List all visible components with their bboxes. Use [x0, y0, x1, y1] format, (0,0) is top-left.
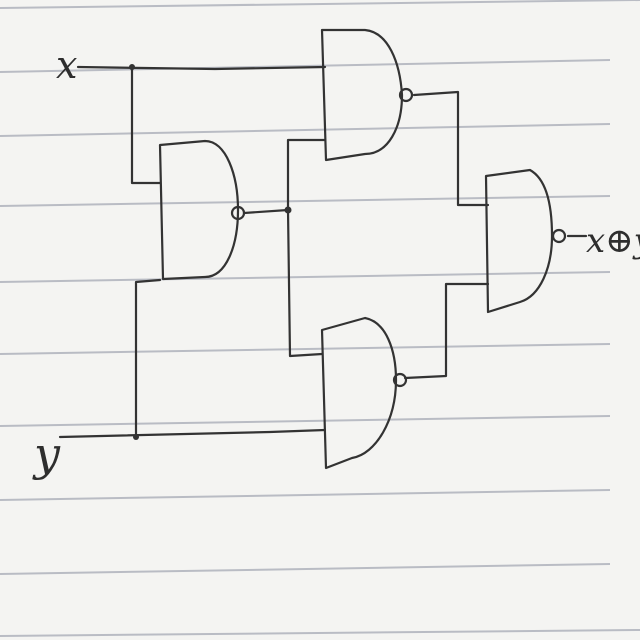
wire-nand2-output: [412, 90, 490, 207]
nand-gate-3: [320, 316, 408, 470]
nand-gate-4: [484, 168, 567, 314]
nand-gate-1-body: [158, 139, 240, 281]
rule-line: [0, 489, 611, 501]
wire-nand1-to-top: [286, 138, 327, 212]
nand-gate-1-bubble: [230, 205, 246, 221]
rule-line: [0, 123, 611, 137]
input-x-label: x: [56, 43, 77, 87]
wire-y-branch: [134, 278, 162, 439]
rule-line: [0, 59, 611, 73]
nand-gate-2: [320, 28, 414, 162]
wire-nand1-output: [242, 208, 290, 215]
nand-gate-2-bubble: [398, 87, 414, 103]
rule-line: [0, 195, 611, 207]
rule-line: [0, 629, 640, 637]
junction-dot: [133, 434, 139, 440]
junction-dot: [129, 64, 135, 70]
gates: [158, 28, 567, 470]
rule-line: [0, 0, 640, 9]
junction-dot: [284, 206, 292, 214]
nand-gate-3-bubble: [392, 372, 408, 388]
rule-line: [0, 563, 611, 575]
nand-gate-4-body: [484, 168, 554, 314]
nand-gate-4-bubble: [551, 228, 567, 244]
wire-x-input: [76, 65, 327, 71]
nand-gate-3-body: [320, 316, 398, 470]
rule-line: [0, 271, 611, 283]
nand-gate-2-body: [320, 28, 404, 162]
junctions: [129, 64, 292, 440]
wires: [58, 65, 588, 439]
nand-gate-1: [158, 139, 246, 281]
wire-y-input: [58, 428, 327, 439]
rule-line: [0, 415, 611, 427]
wire-x-branch: [130, 65, 162, 185]
input-y-label: y: [32, 427, 61, 481]
wire-nand1-to-bottom: [286, 208, 324, 358]
rule-line: [0, 343, 611, 355]
output-label: x⊕y: [586, 221, 640, 261]
wire-nand3-output: [403, 282, 490, 380]
